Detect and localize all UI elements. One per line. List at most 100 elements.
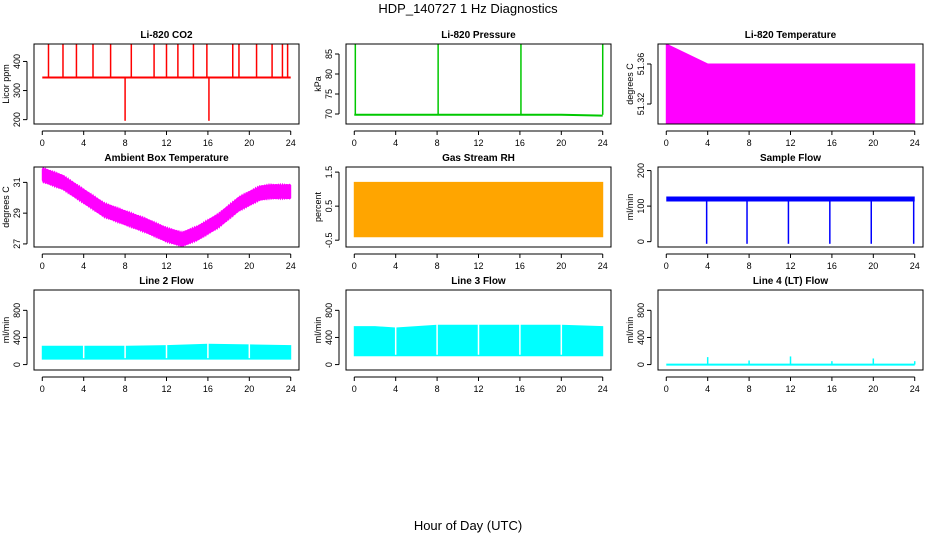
series-band [665, 44, 916, 124]
page-title: HDP_140727 1 Hz Diagnostics [378, 1, 558, 16]
y-tick-label: 80 [324, 69, 334, 79]
x-tick-label: 0 [352, 384, 357, 394]
x-tick-label: 16 [827, 138, 837, 148]
x-tick-label: 20 [556, 384, 566, 394]
x-tick-label: 4 [705, 384, 710, 394]
x-tick-label: 8 [747, 138, 752, 148]
x-tick-label: 0 [664, 384, 669, 394]
x-tick-label: 12 [785, 261, 795, 271]
panel-title: Sample Flow [760, 153, 821, 164]
data-layer [666, 196, 915, 244]
x-tick-label: 8 [435, 138, 440, 148]
data-layer [41, 343, 292, 360]
x-tick-label: 24 [910, 138, 920, 148]
x-tick-label: 8 [747, 384, 752, 394]
x-tick-label: 24 [286, 261, 296, 271]
y-tick-label: 70 [324, 109, 334, 119]
x-tick-label: 12 [473, 261, 483, 271]
y-tick-label: 0.5 [324, 200, 334, 213]
plot-frame [33, 289, 300, 371]
x-tick-label: 20 [868, 384, 878, 394]
y-axis-label: kPa [313, 76, 323, 92]
y-tick-label: 400 [12, 54, 22, 69]
panel-2: Li-820 Pressure 0 4 8 12 16 20 24 70 75 80 85 kPa [313, 30, 612, 148]
x-tick-label: 16 [827, 261, 837, 271]
x-tick-label: 24 [286, 138, 296, 148]
plot-frame [345, 166, 612, 248]
y-tick-label: 27 [12, 239, 22, 249]
y-tick-label: 51.32 [636, 93, 646, 116]
x-tick-label: 0 [40, 384, 45, 394]
y-axis-label: ml/min [625, 194, 635, 221]
plot-frame [33, 166, 300, 248]
y-axis-label: ml/min [1, 317, 11, 344]
x-tick-label: 24 [598, 138, 608, 148]
x-tick-label: 12 [161, 261, 171, 271]
series-band [353, 181, 604, 238]
x-tick-label: 24 [598, 261, 608, 271]
y-tick-label: 0 [636, 362, 646, 367]
x-tick-label: 4 [81, 384, 86, 394]
x-tick-label: 20 [556, 138, 566, 148]
data-layer [666, 356, 916, 366]
series-band [41, 167, 292, 247]
y-tick-label: 800 [324, 303, 334, 318]
plot-frame [33, 43, 300, 125]
y-axis-label: percent [313, 191, 323, 222]
y-tick-label: 300 [12, 83, 22, 98]
y-tick-label: 400 [324, 330, 334, 345]
panel-title: Line 3 Flow [451, 276, 506, 287]
y-tick-label: 29 [12, 208, 22, 218]
plot-frame [345, 43, 612, 125]
plot-frame [345, 289, 612, 371]
x-tick-label: 0 [664, 261, 669, 271]
data-layer [665, 44, 916, 124]
x-tick-label: 24 [910, 384, 920, 394]
y-tick-label: 0 [12, 362, 22, 367]
x-tick-label: 0 [352, 138, 357, 148]
y-tick-label: 1.5 [324, 166, 334, 179]
x-tick-label: 0 [352, 261, 357, 271]
panel-4: Ambient Box Temperature 0 4 8 12 16 20 24 27 29 31… [1, 153, 300, 271]
x-tick-label: 4 [393, 138, 398, 148]
x-tick-label: 16 [515, 384, 525, 394]
y-tick-label: 0 [324, 362, 334, 367]
x-tick-label: 12 [473, 384, 483, 394]
y-tick-label: 75 [324, 89, 334, 99]
x-tick-label: 4 [393, 384, 398, 394]
x-tick-label: 16 [203, 138, 213, 148]
panel-5: Gas Stream RH 0 4 8 12 16 20 24 -0.5 0.5 1.5 percen… [313, 153, 612, 271]
x-tick-label: 12 [785, 384, 795, 394]
x-tick-label: 16 [827, 384, 837, 394]
y-tick-label: 400 [636, 330, 646, 345]
x-tick-label: 0 [664, 138, 669, 148]
panel-title: Gas Stream RH [442, 153, 515, 164]
y-tick-label: 200 [636, 163, 646, 178]
x-tick-label: 12 [473, 138, 483, 148]
y-tick-label: 400 [12, 330, 22, 345]
x-tick-label: 4 [393, 261, 398, 271]
x-tick-label: 24 [286, 384, 296, 394]
plot-frame [657, 166, 924, 248]
x-tick-label: 16 [203, 261, 213, 271]
y-tick-label: 0 [636, 239, 646, 244]
data-layer [353, 324, 604, 357]
x-tick-label: 20 [244, 384, 254, 394]
panel-title: Line 4 (LT) Flow [753, 276, 829, 287]
x-tick-label: 4 [705, 261, 710, 271]
x-tick-label: 24 [910, 261, 920, 271]
x-tick-label: 4 [81, 261, 86, 271]
y-tick-label: -0.5 [324, 232, 334, 248]
data-layer [42, 44, 291, 121]
y-axis-label: Licor ppm [1, 64, 11, 104]
x-tick-label: 12 [785, 138, 795, 148]
y-tick-label: 51.36 [636, 53, 646, 76]
x-tick-label: 8 [123, 138, 128, 148]
x-tick-label: 16 [203, 384, 213, 394]
x-axis-title: Hour of Day (UTC) [413, 518, 523, 533]
y-axis-label: degrees C [1, 186, 11, 228]
